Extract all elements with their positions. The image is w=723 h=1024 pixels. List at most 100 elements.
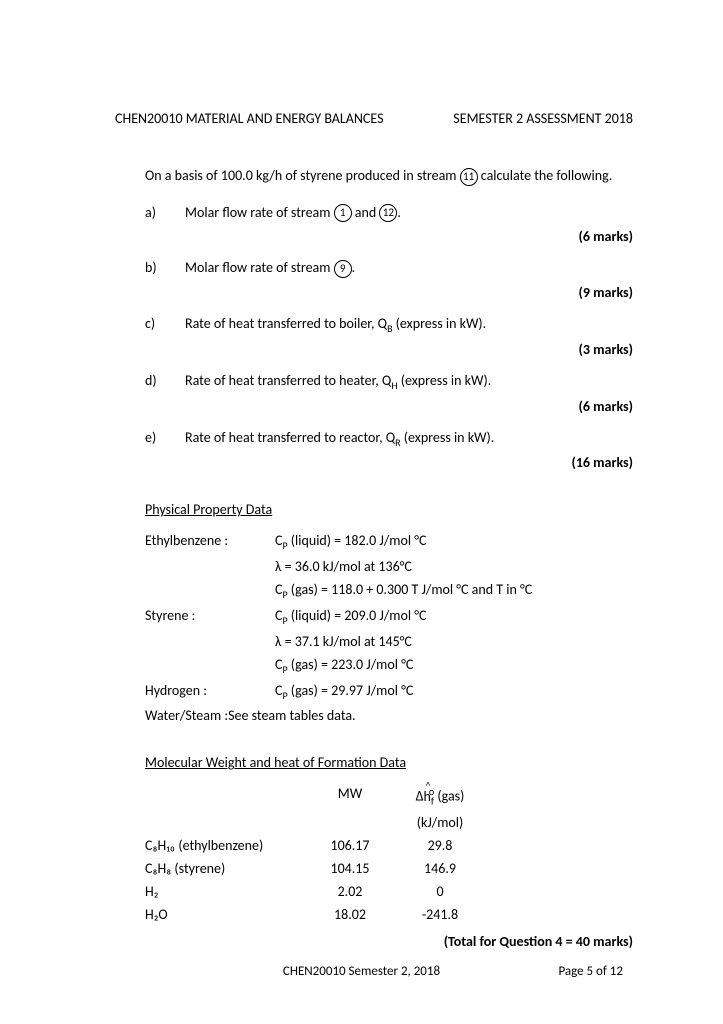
physical-properties: Ethylbenzene : CP (liquid) = 182.0 J/mol…: [145, 532, 633, 701]
prop-label: Ethylbenzene :: [145, 532, 275, 552]
mw-h1: [145, 785, 305, 807]
qd-t1: Rate of heat transferred to heater, Q: [185, 372, 391, 389]
qd-label: d): [145, 372, 185, 392]
qb-text: Molar flow rate of stream 9.: [185, 259, 633, 278]
mw-row: H₂O 18.02 -241.8: [145, 906, 633, 923]
mw-h3-pre: Δ: [416, 788, 424, 805]
mw-u3: (kJ/mol): [395, 814, 485, 831]
mw-c3: 29.8: [395, 837, 485, 854]
mw-h3-post: (gas): [434, 788, 464, 805]
mw-c2: 18.02: [305, 906, 395, 923]
qe-t1: Rate of heat transferred to reactor, Q: [185, 429, 395, 446]
mw-c1: C₈H₁₀ (ethylbenzene): [145, 837, 305, 854]
mw-row: C₈H₈ (styrene) 104.15 146.9: [145, 860, 633, 877]
mw-c1: C₈H₈ (styrene): [145, 860, 305, 877]
footer-right: Page 5 of 12: [558, 964, 623, 979]
prop-label: [145, 633, 275, 650]
mw-h2: MW: [305, 785, 395, 807]
qa-mid: and: [352, 204, 380, 221]
intro-text: On a basis of 100.0 kg/h of styrene prod…: [145, 167, 633, 186]
mw-c1: H₂O: [145, 906, 305, 923]
prop-value: CP (gas) = 118.0 + 0.300 T J/mol °C and …: [275, 581, 633, 601]
prop-value: CP (gas) = 223.0 J/mol °C: [275, 656, 633, 676]
qc-t2: (express in kW).: [393, 315, 487, 332]
prop-row: Styrene : CP (liquid) = 209.0 J/mol °C: [145, 607, 633, 627]
qa-pre: Molar flow rate of stream: [185, 204, 334, 221]
prop-row: λ = 36.0 kJ/mol at 136°C: [145, 558, 633, 575]
prop-label: Hydrogen :: [145, 682, 275, 702]
stream-1: 1: [334, 204, 352, 222]
pv2: (gas) = 118.0 + 0.300 T J/mol °C and T i…: [288, 581, 533, 598]
mw-c3: 146.9: [395, 860, 485, 877]
mwf: H₂O: [145, 906, 168, 923]
qa-text: Molar flow rate of stream 1 and 12.: [185, 204, 633, 223]
stream-11: 11: [460, 168, 478, 186]
prop-row: Hydrogen : CP (gas) = 29.97 J/mol °C: [145, 682, 633, 702]
qd-marks: (6 marks): [145, 398, 633, 415]
prop-value: CP (gas) = 29.97 J/mol °C: [275, 682, 633, 702]
question-a: a) Molar flow rate of stream 1 and 12.: [145, 204, 633, 223]
mwn: (styrene): [171, 860, 225, 877]
page-header: CHEN20010 MATERIAL AND ENERGY BALANCES S…: [115, 110, 633, 127]
prop-row: CP (gas) = 223.0 J/mol °C: [145, 656, 633, 676]
mwn: (ethylbenzene): [175, 837, 263, 854]
qa-marks: (6 marks): [145, 228, 633, 245]
mw-u2: [305, 814, 395, 831]
qc-text: Rate of heat transferred to boiler, QB (…: [185, 315, 633, 335]
question-c: c) Rate of heat transferred to boiler, Q…: [145, 315, 633, 335]
qb-post: .: [352, 259, 356, 276]
mw-row: C₈H₁₀ (ethylbenzene) 106.17 29.8: [145, 837, 633, 854]
qb-label: b): [145, 259, 185, 278]
mw-title: Molecular Weight and heat of Formation D…: [145, 754, 633, 771]
pv2: (gas) = 29.97 J/mol °C: [288, 682, 414, 699]
qe-label: e): [145, 429, 185, 449]
prop-label: [145, 581, 275, 601]
mw-c2: 2.02: [305, 883, 395, 900]
mw-c2: 104.15: [305, 860, 395, 877]
mw-c2: 106.17: [305, 837, 395, 854]
intro-prefix: On a basis of 100.0 kg/h of styrene prod…: [145, 167, 460, 184]
page: CHEN20010 MATERIAL AND ENERGY BALANCES S…: [0, 0, 723, 990]
physical-title: Physical Property Data: [145, 501, 633, 518]
prop-value: λ = 37.1 kJ/mol at 145°C: [275, 633, 633, 650]
prop-label: [145, 656, 275, 676]
prop-value: λ = 36.0 kJ/mol at 136°C: [275, 558, 633, 575]
mwf: C₈H₁₀: [145, 837, 175, 854]
mw-c1: H₂: [145, 883, 305, 900]
prop-row: Ethylbenzene : CP (liquid) = 182.0 J/mol…: [145, 532, 633, 552]
content: On a basis of 100.0 kg/h of styrene prod…: [115, 167, 633, 950]
stream-9: 9: [334, 260, 352, 278]
qe-text: Rate of heat transferred to reactor, QR …: [185, 429, 633, 449]
mw-c3: -241.8: [395, 906, 485, 923]
mw-row: H₂ 2.02 0: [145, 883, 633, 900]
header-right: SEMESTER 2 ASSESSMENT 2018: [453, 110, 633, 127]
qc-label: c): [145, 315, 185, 335]
mwf: H₂: [145, 883, 158, 900]
qd-text: Rate of heat transferred to heater, QH (…: [185, 372, 633, 392]
stream-12: 12: [379, 204, 397, 222]
total-marks: (Total for Question 4 = 40 marks): [145, 933, 633, 950]
qc-marks: (3 marks): [145, 341, 633, 358]
qa-post: .: [397, 204, 401, 221]
mwf: C₈H₈: [145, 860, 171, 877]
pv2: (gas) = 223.0 J/mol °C: [288, 656, 414, 673]
mw-c3: 0: [395, 883, 485, 900]
pv2: (liquid) = 209.0 J/mol °C: [288, 607, 427, 624]
question-d: d) Rate of heat transferred to heater, Q…: [145, 372, 633, 392]
prop-label: Styrene :: [145, 607, 275, 627]
question-e: e) Rate of heat transferred to reactor, …: [145, 429, 633, 449]
qb-pre: Molar flow rate of stream: [185, 259, 334, 276]
qb-marks: (9 marks): [145, 284, 633, 301]
header-left: CHEN20010 MATERIAL AND ENERGY BALANCES: [115, 110, 384, 127]
mw-h3: Δ^hfo (gas): [395, 785, 485, 807]
qe-t2: (express in kW).: [401, 429, 495, 446]
prop-row: λ = 37.1 kJ/mol at 145°C: [145, 633, 633, 650]
intro-suffix: calculate the following.: [478, 167, 613, 184]
prop-label: [145, 558, 275, 575]
mw-u1: [145, 814, 305, 831]
pv2: (liquid) = 182.0 J/mol °C: [288, 532, 427, 549]
prop-value: CP (liquid) = 209.0 J/mol °C: [275, 607, 633, 627]
qe-marks: (16 marks): [145, 454, 633, 471]
qa-label: a): [145, 204, 185, 223]
qd-t2: (express in kW).: [398, 372, 492, 389]
